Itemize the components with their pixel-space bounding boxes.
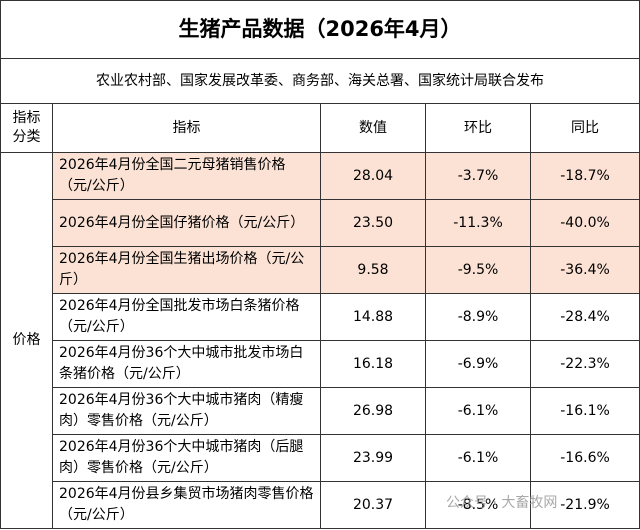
value-cell: -18.7%: [529, 152, 640, 200]
watermark: 公众号 · 大畜牧网: [446, 495, 558, 511]
indicator-cell: 2026年4月份全国批发市场白条猪价格（元/公斤）: [52, 293, 321, 341]
value-cell: -6.9%: [425, 340, 531, 388]
table-row: 2026年4月份全国仔猪价格（元/公斤） 23.50 -11.3% -40.0%: [1, 199, 640, 247]
indicator-cell: 2026年4月份县乡集贸市场猪肉零售价格（元/公斤）: [52, 481, 321, 529]
value-cell: 14.88: [320, 293, 426, 341]
value-cell: -8.9%: [425, 293, 531, 341]
table-row: 2026年4月份全国生猪出场价格（元/公斤） 9.58 -9.5% -36.4%: [1, 246, 640, 294]
value-cell: -8.5%: [425, 481, 531, 529]
value-cell: -6.1%: [425, 434, 531, 482]
value-cell: 26.98: [320, 387, 426, 435]
column-header: 指标分类: [0, 103, 53, 153]
indicator-cell: 2026年4月份全国二元母猪销售价格（元/公斤）: [52, 152, 321, 200]
value-cell: 23.99: [320, 434, 426, 482]
value-cell: 28.04: [320, 152, 426, 200]
table-row: 2026年4月份全国批发市场白条猪价格（元/公斤） 14.88 -8.9% -28.4…: [1, 293, 640, 341]
table-row: 价格 2026年4月份全国二元母猪销售价格（元/公斤） 28.04 -3.7% -18.…: [0, 152, 640, 529]
value-cell: -40.0%: [529, 199, 640, 247]
table-row: 2026年4月份36个大中城市批发市场白条猪价格（元/公斤） 16.18 -6.9%…: [1, 340, 640, 388]
indicator-cell: 2026年4月份36个大中城市批发市场白条猪价格（元/公斤）: [52, 340, 321, 388]
table-row: 2026年4月份36个大中城市猪肉（精瘦肉）零售价格（元/公斤） 26.98 -6.…: [1, 387, 640, 435]
column-header: 数值: [320, 103, 426, 153]
value-cell: 9.58: [320, 246, 426, 294]
indicator-cell: 2026年4月份36个大中城市猪肉（后腿肉）零售价格（元/公斤）: [52, 434, 321, 482]
value-cell: -16.1%: [529, 387, 640, 435]
value-cell: -28.4%: [529, 293, 640, 341]
value-cell: -6.1%: [425, 387, 531, 435]
value-cell: -36.4%: [529, 246, 640, 294]
table-row: 2026年4月份县乡集贸市场猪肉零售价格（元/公斤） 20.37 -8.5% -21.…: [1, 481, 640, 529]
column-header: 同比: [529, 103, 640, 153]
category-cell: 价格: [0, 152, 53, 529]
value-cell: 23.50: [320, 199, 426, 247]
indicator-cell: 2026年4月份全国生猪出场价格（元/公斤）: [52, 246, 321, 294]
indicator-cell: 2026年4月份全国仔猪价格（元/公斤）: [52, 199, 321, 247]
title: 生猪产品数据（2026年4月）: [0, 0, 640, 59]
value-cell: -9.5%: [425, 246, 531, 294]
value-cell: 16.18: [320, 340, 426, 388]
column-header: 指标: [52, 103, 321, 153]
subtitle: 农业农村部、国家发展改革委、商务部、海关总署、国家统计局联合发布: [0, 58, 640, 104]
value-cell: -11.3%: [425, 199, 531, 247]
value-cell: -22.3%: [529, 340, 640, 388]
indicator-cell: 2026年4月份36个大中城市猪肉（精瘦肉）零售价格（元/公斤）: [52, 387, 321, 435]
value-cell: -21.9%: [529, 481, 640, 529]
value-cell: 20.37: [320, 481, 426, 529]
value-cell: -3.7%: [425, 152, 531, 200]
table-row: 2026年4月份36个大中城市猪肉（后腿肉）零售价格（元/公斤） 23.99 -6.…: [1, 434, 640, 482]
column-header: 环比: [425, 103, 531, 153]
value-cell: -16.6%: [529, 434, 640, 482]
